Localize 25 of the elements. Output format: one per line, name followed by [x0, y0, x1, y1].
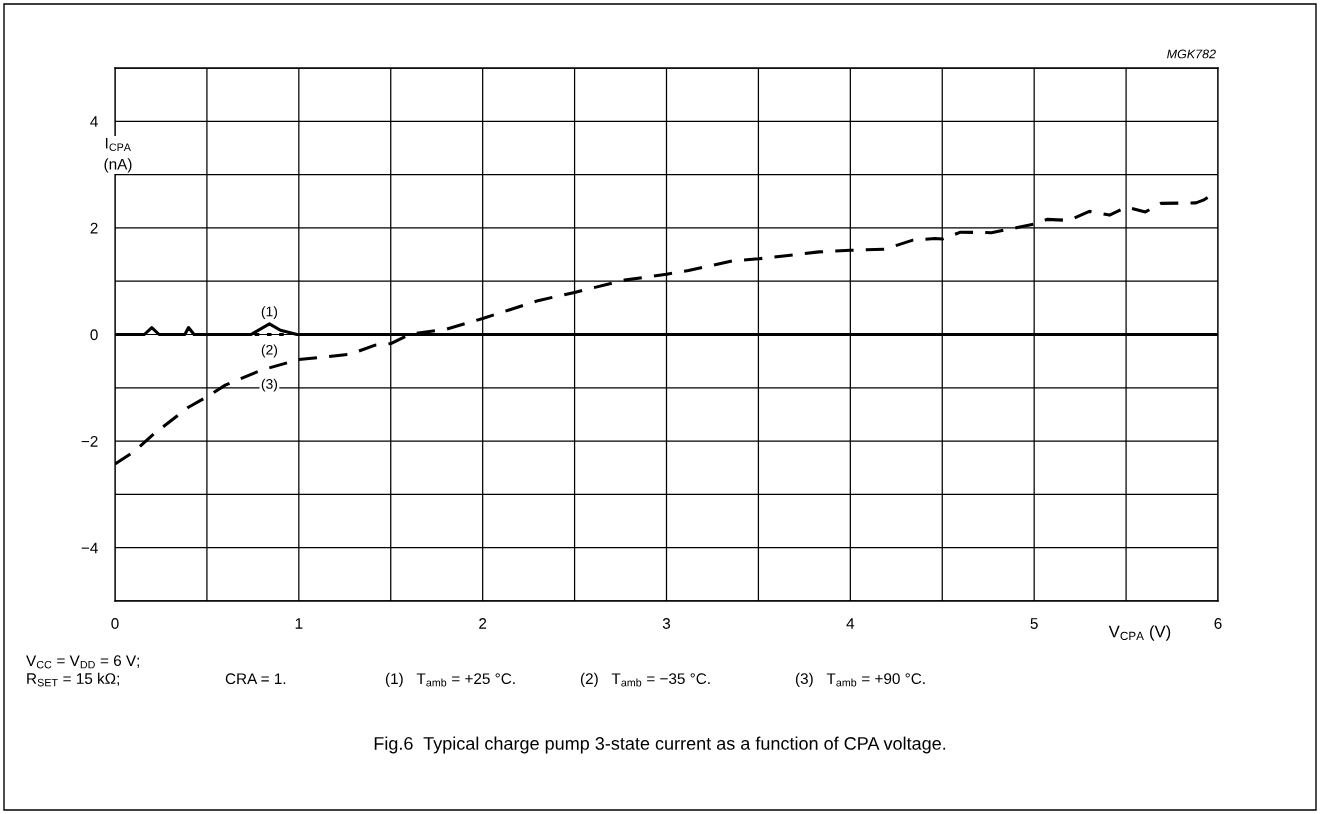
- y-tick-label: −2: [81, 435, 98, 447]
- text: R$_{SET}$ = 15 kΩ;: [27, 672, 119, 687]
- annotation: (2): [261, 344, 278, 358]
- y-tick-label: −4: [81, 542, 98, 554]
- text: MGK782: [1167, 49, 1216, 59]
- text: (1) T$_{amb}$ = +25 °C.: [385, 672, 515, 688]
- x-axis-title: V$_{CPA}$ (V): [1108, 625, 1171, 641]
- x-tick-label: 4: [846, 618, 855, 629]
- x-tick-label: 1: [295, 618, 303, 629]
- text: (2) T$_{amb}$ = −35 °C.: [580, 672, 710, 688]
- x-tick-label: 5: [1030, 618, 1038, 629]
- text: V$_{CC}$ = V$_{DD}$ = 6 V;: [26, 655, 139, 669]
- x-tick-label: 6: [1214, 618, 1222, 629]
- text: Fig.6 Typical charge pump 3-state current as a function of CPA voltage.: [374, 736, 946, 754]
- text: (3) T$_{amb}$ = +90 °C.: [795, 672, 925, 688]
- annotation: (1): [261, 306, 278, 320]
- annotation: (3): [261, 378, 278, 392]
- y-axis-title: I$_{CPA}$ (nA): [104, 137, 132, 173]
- text: CRA = 1.: [225, 673, 286, 685]
- x-tick-label: 2: [479, 618, 487, 629]
- y-tick-label: 2: [90, 222, 98, 234]
- x-tick-label: 3: [662, 618, 671, 629]
- y-tick-label: 4: [90, 116, 98, 127]
- y-tick-label: 0: [90, 329, 98, 341]
- x-tick-label: 0: [111, 618, 119, 629]
